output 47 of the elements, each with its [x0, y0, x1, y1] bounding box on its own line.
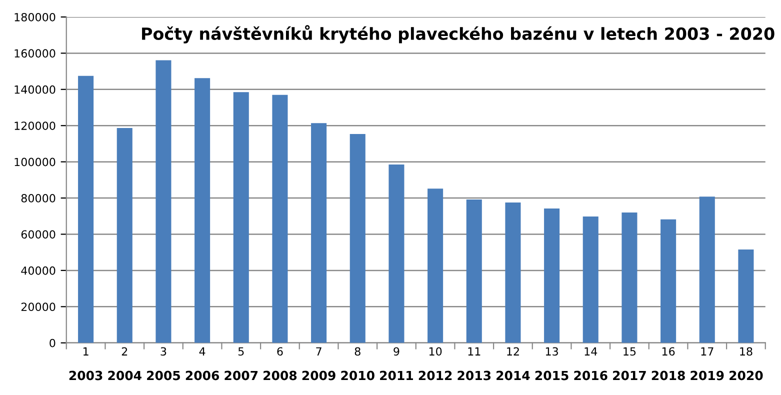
- category-label: 5 2007: [224, 347, 258, 380]
- category-label: 17 2019: [690, 347, 724, 380]
- category-label: 13 2015: [535, 347, 568, 380]
- category-label: 9 2011: [380, 347, 413, 380]
- bar: [272, 94, 288, 343]
- y-tick-label: 60000: [21, 230, 56, 239]
- bar: [428, 188, 444, 343]
- y-tick-label: 140000: [14, 85, 56, 94]
- bar: [738, 249, 754, 343]
- category-label: 4 2006: [186, 347, 220, 380]
- category-label: 7 2009: [302, 347, 336, 380]
- category-label: 10 2012: [418, 347, 452, 380]
- category-label: 2 2004: [108, 347, 142, 380]
- bar: [156, 60, 172, 343]
- text: Počty návštěvníků krytého plaveckého bazénu v letech 2003 - 2020: [142, 25, 774, 44]
- bar: [116, 128, 132, 343]
- y-tick-label: 180000: [14, 12, 56, 22]
- bar: [505, 202, 521, 343]
- bar: [544, 208, 560, 343]
- category-label: 15 2017: [613, 347, 646, 380]
- bar: [582, 216, 598, 343]
- bar: [466, 199, 482, 343]
- category-label: 16 2018: [652, 347, 685, 380]
- bar: [660, 219, 676, 343]
- bar: [699, 196, 715, 343]
- category-label: 8 2010: [341, 347, 374, 380]
- bar: [388, 164, 404, 343]
- category-label: 6 2008: [264, 347, 297, 380]
- bar: [350, 134, 366, 343]
- category-label: 12 2014: [496, 347, 530, 380]
- y-tick-label: 100000: [14, 158, 56, 166]
- bar: [194, 78, 210, 343]
- y-tick-label: 160000: [14, 49, 56, 58]
- y-tick-label: 40000: [21, 266, 56, 275]
- bar: [233, 92, 249, 343]
- y-tick-label: 80000: [21, 194, 56, 202]
- y-tick-label: 20000: [21, 302, 56, 312]
- bar: [78, 76, 94, 343]
- category-label: 1 2003: [69, 347, 102, 380]
- category-label: 3 2005: [147, 347, 180, 380]
- y-tick-label: 0: [50, 338, 56, 348]
- bar: [622, 212, 638, 343]
- bar: [311, 123, 327, 343]
- category-label: 18 2020: [730, 347, 763, 380]
- y-tick-label: 120000: [14, 122, 56, 130]
- category-label: 14 2016: [574, 347, 608, 380]
- category-label: 11 2013: [458, 347, 491, 380]
